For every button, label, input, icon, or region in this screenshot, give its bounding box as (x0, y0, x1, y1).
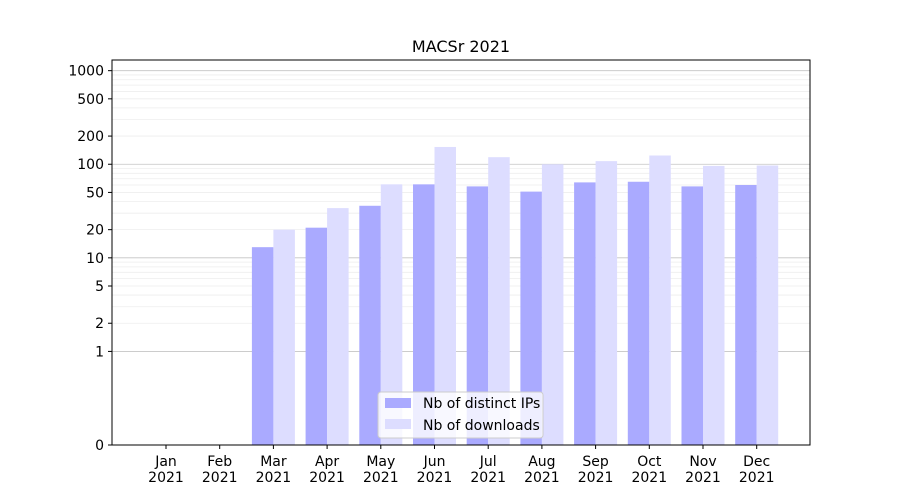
legend-label-downloads: Nb of downloads (423, 418, 540, 434)
grid-layer (112, 70, 810, 352)
y-tick-label: 50 (86, 185, 104, 201)
bar-downloads (541, 164, 564, 445)
x-tick-label-year: 2021 (524, 470, 560, 486)
x-tick-label-year: 2021 (363, 470, 399, 486)
x-tick-label-year: 2021 (578, 470, 614, 486)
bar-distinct-ips (574, 182, 596, 445)
bar-distinct-ips (466, 186, 489, 445)
x-tick-label-month: Nov (689, 454, 716, 470)
y-tick-label: 200 (77, 129, 104, 145)
x-tick-label-year: 2021 (417, 470, 453, 486)
x-tick-label-year: 2021 (470, 470, 506, 486)
y-tick-label: 10 (86, 251, 104, 267)
x-tick-label-year: 2021 (631, 470, 667, 486)
plot-frame (111, 59, 811, 446)
bar-downloads (434, 146, 456, 445)
x-tick-label-month: Jan (154, 454, 177, 470)
bars-layer (251, 146, 779, 446)
x-tick-label-year: 2021 (256, 470, 292, 486)
x-tick-label-year: 2021 (148, 470, 184, 486)
x-tick-label-month: Oct (637, 454, 662, 470)
x-tick-label-month: Apr (315, 454, 339, 470)
bar-distinct-ips (627, 181, 650, 445)
bar-downloads (273, 229, 295, 445)
bar-distinct-ips (251, 247, 274, 445)
y-tick-label: 500 (77, 92, 104, 108)
x-tick-label-month: Mar (260, 454, 287, 470)
legend-swatch-downloads (385, 419, 411, 429)
x-tick-label-month: May (366, 454, 395, 470)
x-tick-label-month: Feb (207, 454, 232, 470)
x-tick-label-year: 2021 (202, 470, 238, 486)
y-tick-label: 20 (86, 223, 104, 239)
y-tick-label: 1000 (68, 64, 104, 80)
legend-swatch-ips (385, 398, 411, 408)
x-tick-label-year: 2021 (739, 470, 775, 486)
y-tick-label: 1 (95, 344, 104, 360)
y-axis: 0 1 2 5 10 20 50 100 200 500 1000 (68, 64, 112, 454)
bar-downloads (649, 155, 671, 445)
legend-label-ips: Nb of distinct IPs (423, 396, 540, 412)
y-tick-label: 2 (95, 316, 104, 332)
bar-distinct-ips (413, 184, 435, 445)
x-tick-label-month: Sep (582, 454, 609, 470)
legend-box (377, 391, 544, 439)
x-tick-label-month: Dec (743, 454, 770, 470)
bar-distinct-ips (520, 191, 542, 445)
bar-distinct-ips (359, 205, 381, 445)
bar-distinct-ips (305, 227, 328, 445)
x-tick-label-year: 2021 (309, 470, 345, 486)
bar-distinct-ips (681, 186, 703, 445)
chart-title: MACSr 2021 (412, 37, 510, 56)
y-tick-label: 5 (95, 279, 104, 295)
x-tick-label-month: Jun (423, 454, 446, 470)
bar-downloads (327, 208, 349, 445)
bar-downloads (756, 165, 779, 446)
x-axis: Jan2021Feb2021Mar2021Apr2021May2021Jun20… (148, 445, 775, 486)
y-tick-label: 100 (77, 157, 104, 173)
y-tick-label: 0 (95, 438, 104, 454)
bar-downloads (703, 165, 725, 445)
bar-downloads (380, 184, 403, 445)
x-tick-label-month: Aug (528, 454, 555, 470)
bar-downloads (488, 157, 510, 445)
bar-downloads (595, 161, 618, 445)
bar-distinct-ips (735, 185, 757, 445)
x-tick-label-month: Jul (479, 454, 497, 470)
legend: Nb of distinct IPs Nb of downloads (377, 391, 544, 439)
x-tick-label-year: 2021 (685, 470, 721, 486)
